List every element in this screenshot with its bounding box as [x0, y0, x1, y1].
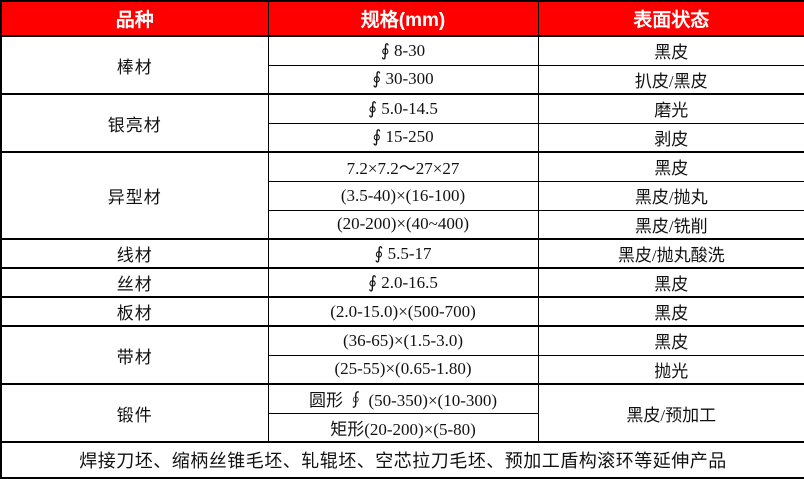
surface-cell: 扒皮/黑皮 [537, 64, 804, 95]
category-cell: 线材 [0, 238, 269, 269]
spec-cell: (25-55)×(0.65-1.80) [267, 354, 539, 385]
category-cell: 板材 [0, 296, 269, 327]
table-row: 丝材 ∮ 2.0-16.5 黑皮 [0, 267, 804, 298]
table-row: (3.5-40)×(16-100) 黑皮/抛丸 [1, 180, 804, 211]
table-row: (25-55)×(0.65-1.80) 抛光 [1, 354, 804, 385]
spec-cell: 圆形 ∮ (50-350)×(10-300) [267, 383, 539, 414]
table-row: 带材 (36-65)×(1.5-3.0) 黑皮 [0, 325, 804, 385]
table-header-row: 品种 规格(mm) 表面状态 [0, 0, 804, 37]
spec-cell: ∮ 5.0-14.5 [267, 93, 539, 124]
table-row: ∮ 30-300 扒皮/黑皮 [1, 64, 804, 95]
category-cell: 带材 [0, 325, 269, 385]
spec-cell: ∮ 15-250 [267, 122, 539, 153]
table-row: 板材 (2.0-15.0)×(500-700) 黑皮 [0, 296, 804, 327]
spec-cell: 矩形(20-200)×(5-80) [267, 412, 539, 443]
surface-cell: 磨光 [537, 93, 804, 124]
header-spec: 规格(mm) [267, 0, 539, 37]
table-row: 棒材 ∮ 8-30 黑皮 [0, 35, 804, 95]
table-row: 线材 ∮ 5.5-17 黑皮/抛丸酸洗 [0, 238, 804, 269]
table-row: 异型材 7.2×7.2～27×27 黑皮 [0, 151, 804, 240]
table-row: 锻件 圆形 ∮ (50-350)×(10-300) 黑皮/预加工 [0, 383, 804, 443]
spec-cell: ∮ 2.0-16.5 [267, 267, 539, 298]
spec-cell: 7.2×7.2～27×27 [267, 151, 539, 182]
category-cell: 银亮材 [0, 93, 269, 153]
surface-cell: 黑皮 [537, 151, 804, 182]
surface-cell: 黑皮 [537, 296, 804, 327]
surface-cell: 黑皮/铣削 [537, 209, 804, 240]
surface-cell: 黑皮 [537, 267, 804, 298]
spec-cell: ∮ 8-30 [267, 35, 539, 66]
table-row: 银亮材 ∮ 5.0-14.5 磨光 [0, 93, 804, 153]
surface-cell: 黑皮 [537, 35, 804, 66]
category-cell: 丝材 [0, 267, 269, 298]
spec-cell: (3.5-40)×(16-100) [267, 180, 539, 211]
surface-cell: 黑皮/抛丸酸洗 [537, 238, 804, 269]
surface-cell: 剥皮 [537, 122, 804, 153]
category-cell: 异型材 [0, 151, 269, 240]
header-variety: 品种 [0, 0, 269, 37]
spec-cell: ∮ 30-300 [267, 64, 539, 95]
surface-cell: 黑皮 [537, 325, 804, 356]
surface-cell: 黑皮/抛丸 [537, 180, 804, 211]
header-surface: 表面状态 [537, 0, 804, 37]
category-cell: 棒材 [0, 35, 269, 95]
category-cell: 锻件 [0, 383, 269, 443]
spec-cell: ∮ 5.5-17 [267, 238, 539, 269]
spec-cell: (20-200)×(40~400) [267, 209, 539, 240]
spec-cell: (36-65)×(1.5-3.0) [267, 325, 539, 356]
table-row: (20-200)×(40~400) 黑皮/铣削 [1, 209, 804, 240]
surface-cell: 黑皮/预加工 [537, 383, 804, 443]
table-row: 矩形(20-200)×(5-80) [1, 412, 804, 443]
spec-cell: (2.0-15.0)×(500-700) [267, 296, 539, 327]
surface-cell: 抛光 [537, 354, 804, 385]
